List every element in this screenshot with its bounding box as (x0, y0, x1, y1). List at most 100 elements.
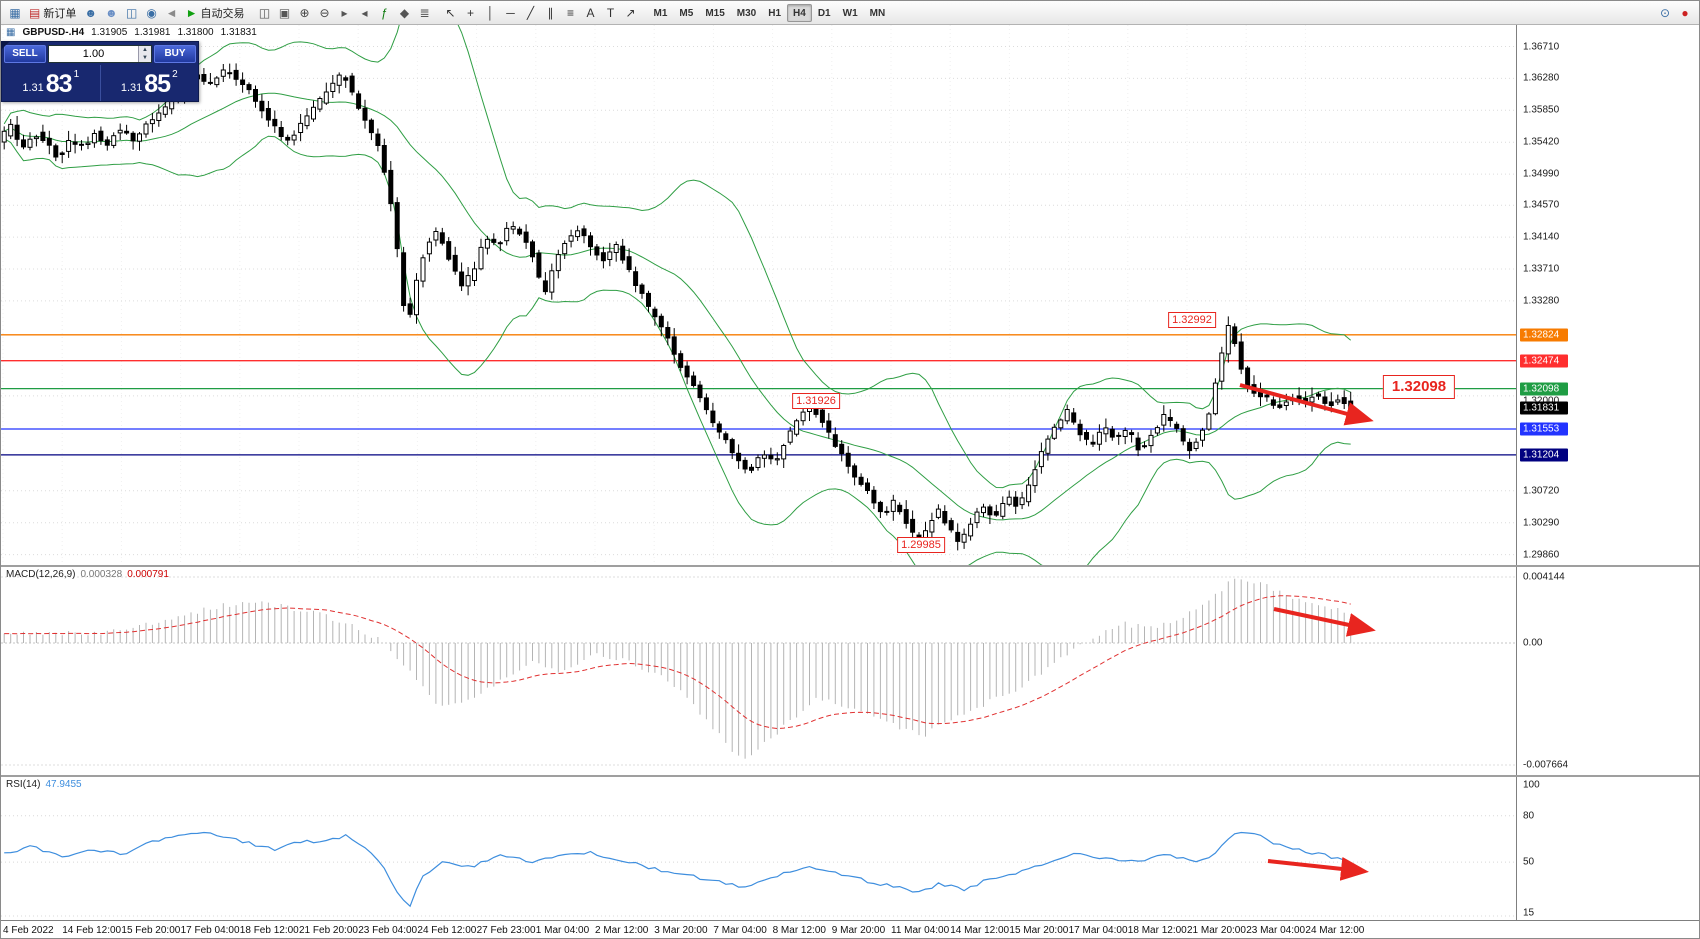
periods-icon[interactable]: ◆ (395, 3, 415, 23)
time-axis-label: 3 Mar 20:00 (654, 925, 708, 936)
new-order-button[interactable]: ▤ 新订单 (25, 3, 80, 23)
navigator-icon[interactable]: ☻ (101, 3, 122, 23)
tile-windows-icon: ◫ (258, 5, 271, 20)
volume-increase-button[interactable]: ▲ (139, 45, 151, 54)
buy-price-display[interactable]: 1.31 85 2 (101, 65, 199, 101)
macd-canvas[interactable] (1, 567, 1516, 775)
alerts-icon[interactable]: ◄ (162, 3, 182, 23)
price-callout: 1.32098 (1382, 375, 1456, 399)
price-scale-label: 1.30720 (1523, 485, 1560, 497)
time-axis-label: 9 Mar 20:00 (831, 925, 886, 936)
cascade-windows-icon[interactable]: ▣ (275, 3, 295, 23)
low-value: 1.31800 (177, 27, 214, 38)
cascade-windows-icon: ▣ (278, 5, 291, 20)
timeframe-button-h1[interactable]: H1 (768, 7, 782, 19)
volume-input[interactable]: 1.00 ▲ ▼ (48, 44, 152, 63)
volume-value[interactable]: 1.00 (82, 47, 105, 60)
time-axis-label: 11 Mar 04:00 (891, 925, 950, 936)
macd-panel: MACD(12,26,9) 0.000328 0.000791 0.004144… (1, 567, 1699, 775)
horizontal-line-icon: ─ (506, 5, 515, 20)
sell-button[interactable]: SELL (4, 44, 46, 63)
sell-price-display[interactable]: 1.31 83 1 (2, 65, 101, 101)
crosshair-icon: + (467, 5, 475, 20)
zoom-out-icon[interactable]: ⊖ (315, 3, 335, 23)
close-value: 1.31831 (220, 27, 257, 38)
chart-shift-icon[interactable]: ◂ (355, 3, 375, 23)
rsi-scale-label: 80 (1523, 810, 1535, 822)
buy-button[interactable]: BUY (154, 44, 196, 63)
cursor-icon[interactable]: ↖ (441, 3, 461, 23)
macd-plot[interactable]: MACD(12,26,9) 0.000328 0.000791 (1, 567, 1516, 775)
timeframe-button-d1[interactable]: D1 (817, 7, 831, 19)
text-icon[interactable]: A (581, 3, 601, 23)
vertical-line-icon: │ (486, 5, 495, 20)
trendline-icon: ╱ (526, 5, 535, 20)
price-scale-label: 1.35850 (1523, 104, 1560, 116)
timeframe-button-mn[interactable]: MN (869, 7, 886, 19)
time-axis-label: 21 Mar 20:00 (1187, 925, 1246, 936)
time-axis-label: 2 Mar 12:00 (595, 925, 649, 936)
timeframe-button-m1[interactable]: M1 (653, 7, 668, 19)
time-axis-label: 14 Mar 12:00 (950, 925, 1010, 936)
horizontal-line-icon[interactable]: ─ (501, 3, 521, 23)
timeframe-button-w1[interactable]: W1 (842, 7, 858, 19)
rsi-value: 47.9455 (45, 779, 82, 790)
rsi-axis[interactable]: 100 80 50 15 (1516, 777, 1699, 920)
label-icon[interactable]: T (601, 3, 621, 23)
cursor-icon: ↖ (445, 5, 456, 20)
price-line-label: 1.32474 (1520, 354, 1568, 368)
price-callout: 1.31926 (792, 393, 840, 409)
fibonacci-icon[interactable]: ≡ (561, 3, 581, 23)
panel-divider[interactable] (1, 775, 1699, 777)
templates-icon[interactable]: ≣ (415, 3, 435, 23)
auto-scroll-icon[interactable]: ▸ (335, 3, 355, 23)
timeframe-button-m30[interactable]: M30 (736, 7, 757, 19)
time-axis[interactable]: 4 Feb 2022 14 Feb 12:00 15 Feb 20:00 17 Feb… (1, 920, 1699, 938)
time-axis-label: 18 Mar 12:00 (1127, 925, 1187, 936)
timeframe-button-m15[interactable]: M15 (705, 7, 725, 19)
time-axis-label: 4 Feb 2022 (3, 925, 54, 936)
history-center-icon[interactable]: ◉ (142, 3, 162, 23)
search-icon[interactable]: ⊙ (1655, 3, 1675, 23)
channel-icon[interactable]: ∥ (541, 3, 561, 23)
record-icon[interactable]: ● (1675, 3, 1695, 23)
autotrading-button[interactable]: ► 自动交易 (182, 3, 249, 23)
tile-windows-icon[interactable]: ◫ (255, 3, 275, 23)
timeframe-button-h4[interactable]: H4 (787, 4, 812, 23)
time-axis-label: 21 Feb 20:00 (299, 925, 358, 936)
crosshair-icon[interactable]: + (461, 3, 481, 23)
timeframe-button-m5[interactable]: M5 (679, 7, 694, 19)
terminal-icon[interactable]: ◫ (122, 3, 142, 23)
history-center-icon: ◉ (146, 5, 157, 20)
price-scale-label: 1.34990 (1523, 168, 1560, 180)
arrows-icon[interactable]: ↗ (621, 3, 641, 23)
volume-decrease-button[interactable]: ▼ (139, 53, 151, 62)
price-scale-label: 1.33280 (1523, 295, 1560, 307)
macd-header: MACD(12,26,9) 0.000328 0.000791 (6, 569, 169, 580)
macd-axis[interactable]: 0.004144 0.00 -0.007664 (1516, 567, 1699, 775)
price-scale-label: 1.29860 (1523, 549, 1560, 561)
macd-name: MACD(12,26,9) (6, 569, 76, 580)
main-chart-canvas[interactable] (1, 25, 1516, 565)
chart-shift-icon: ◂ (361, 5, 368, 20)
rsi-canvas[interactable] (1, 777, 1516, 920)
market-watch-icon[interactable]: ☻ (80, 3, 101, 23)
zoom-in-icon[interactable]: ⊕ (295, 3, 315, 23)
indicators-icon[interactable]: ƒ (375, 3, 395, 23)
vertical-line-icon[interactable]: │ (481, 3, 501, 23)
buy-price-sup: 2 (172, 69, 178, 80)
time-axis-label: 7 Mar 04:00 (713, 925, 767, 936)
price-scale-label: 1.36280 (1523, 72, 1560, 84)
panel-divider[interactable] (1, 565, 1699, 567)
one-click-collapse-icon[interactable] (1, 41, 10, 50)
rsi-scale-label: 50 (1523, 856, 1535, 868)
rsi-plot[interactable]: RSI(14) 47.9455 (1, 777, 1516, 920)
main-chart-plot[interactable]: ▦ GBPUSD-.H4 1.31905 1.31981 1.31800 1.3… (1, 25, 1516, 565)
new-chart-icon[interactable]: ▦ (5, 3, 25, 23)
price-line-label: 1.31553 (1520, 422, 1568, 436)
time-axis-label: 23 Mar 04:00 (1246, 925, 1306, 936)
rsi-header: RSI(14) 47.9455 (6, 779, 82, 790)
trendline-icon[interactable]: ╱ (521, 3, 541, 23)
price-axis[interactable]: 1.36710 1.36280 1.35850 1.35420 1.34990 1.345… (1516, 25, 1699, 565)
